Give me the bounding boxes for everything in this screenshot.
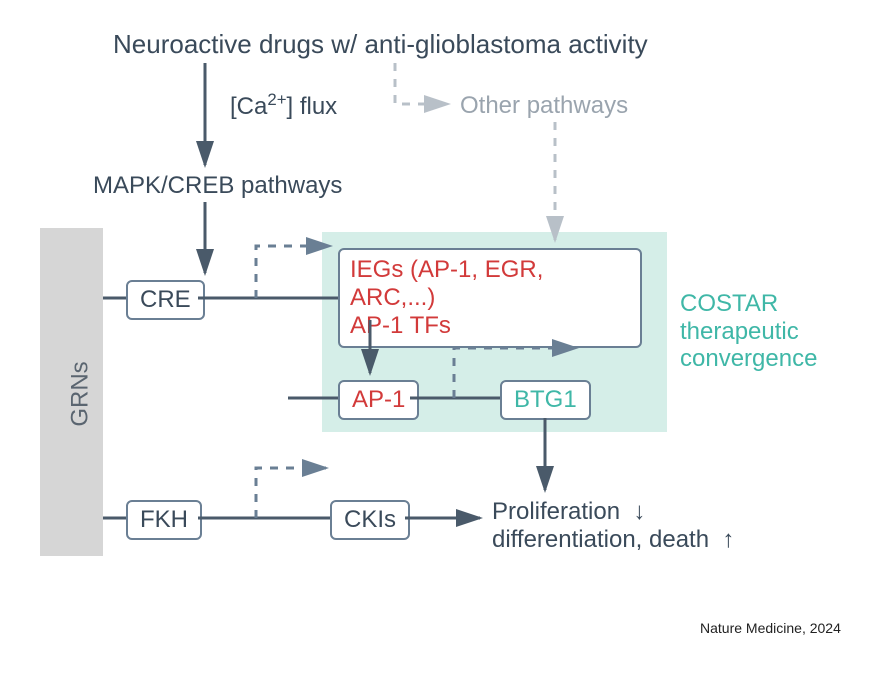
arrow-ap1-tx [454, 348, 576, 398]
diagram-stage: GRNs Neuroactive drugs w/ anti-glioblast… [0, 0, 870, 680]
arrow-cre-tx [256, 246, 330, 298]
arrows-layer [0, 0, 870, 680]
arrow-title-to-other [395, 63, 448, 104]
arrow-fkh-tx [256, 468, 326, 518]
